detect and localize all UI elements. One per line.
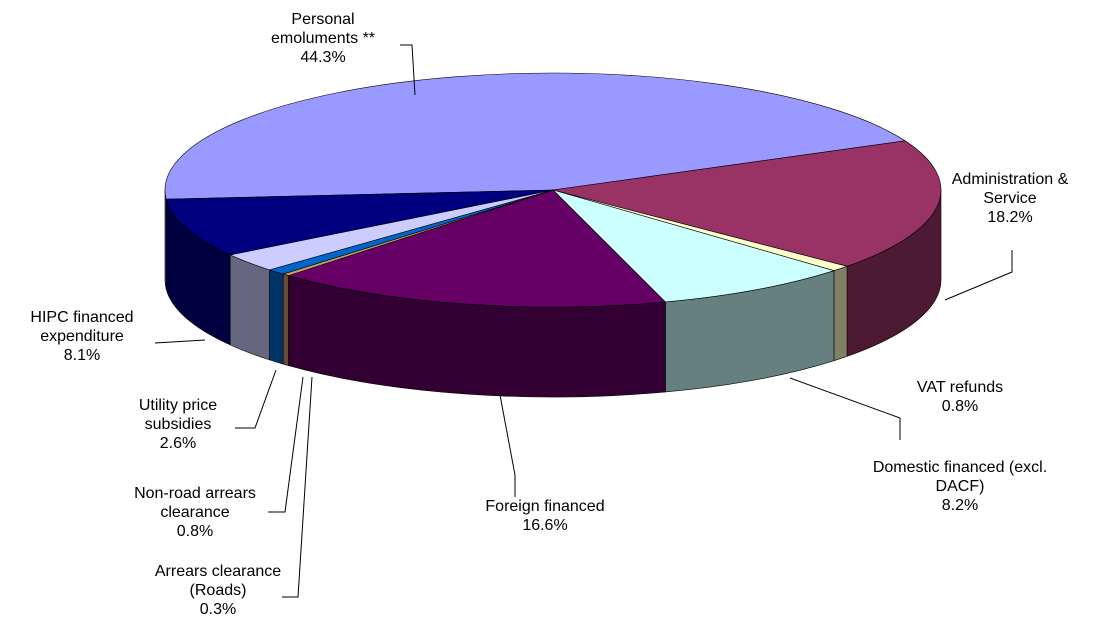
category-label: Administration & Service <box>951 171 1069 207</box>
slice-side <box>269 269 284 365</box>
slice-label: VAT refunds 0.8% <box>900 378 1020 416</box>
slice <box>165 189 554 256</box>
category-label: Foreign financed <box>485 498 605 515</box>
leader-line <box>944 250 1013 301</box>
slice-label: Non-road arrears clearance 0.8% <box>125 484 265 541</box>
slice-label: Foreign financed 16.6% <box>470 497 620 535</box>
value-label: 0.3% <box>199 601 237 618</box>
slice-side <box>282 273 289 366</box>
value-label: 0.8% <box>941 398 979 415</box>
slice <box>552 140 942 267</box>
category-label: Arrears clearance (Roads) <box>154 563 282 599</box>
slice <box>164 72 906 200</box>
leader-line <box>154 339 206 344</box>
leader-line <box>499 394 516 497</box>
category-label: HIPC financed expenditure <box>30 309 134 345</box>
leader-line <box>789 377 901 440</box>
leader-line <box>268 376 304 513</box>
slice <box>552 189 835 303</box>
leader-line <box>282 376 313 598</box>
slice-side <box>833 265 848 362</box>
slice-label: Utility price subsidies 2.6% <box>123 396 233 453</box>
slice-side <box>229 254 270 361</box>
slice-label: Arrears clearance (Roads) 0.3% <box>143 562 293 619</box>
value-label: 8.2% <box>941 497 979 514</box>
value-label: 8.1% <box>63 347 101 364</box>
category-label: Non-road arrears clearance <box>134 485 256 521</box>
category-label: Domestic financed (excl. DACF) <box>872 459 1048 495</box>
value-label: 44.3% <box>300 49 346 66</box>
value-label: 2.6% <box>159 435 197 452</box>
category-label: VAT refunds <box>916 379 1004 396</box>
slice-label: Administration & Service 18.2% <box>940 170 1080 227</box>
slice <box>287 189 667 308</box>
leader-line <box>235 369 277 429</box>
slice-label: Domestic financed (excl. DACF) 8.2% <box>873 458 1048 515</box>
category-label: Utility price subsidies <box>138 397 218 433</box>
leader-line <box>400 44 416 96</box>
value-label: 18.2% <box>987 209 1033 226</box>
value-label: 16.6% <box>522 517 568 534</box>
category-label: Personal emoluments ** <box>270 11 376 47</box>
slice-label: HIPC financed expenditure 8.1% <box>20 308 145 365</box>
value-label: 0.8% <box>176 523 214 540</box>
slice-label: Personal emoluments ** 44.3% <box>263 10 383 67</box>
